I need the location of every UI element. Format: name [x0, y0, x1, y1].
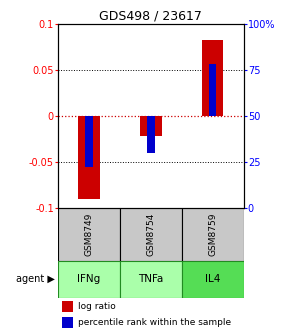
Text: GSM8749: GSM8749 — [84, 213, 93, 256]
Bar — [85, 116, 93, 167]
Bar — [62, 301, 73, 312]
Text: GSM8759: GSM8759 — [208, 213, 217, 256]
Bar — [182, 261, 244, 298]
Bar — [202, 40, 224, 116]
Bar — [120, 261, 182, 298]
Bar — [78, 116, 100, 199]
Bar — [62, 317, 73, 328]
Bar — [209, 64, 216, 116]
Bar — [182, 208, 244, 261]
Title: GDS498 / 23617: GDS498 / 23617 — [99, 9, 202, 23]
Text: log ratio: log ratio — [78, 302, 116, 311]
Bar — [147, 116, 155, 153]
Text: GSM8754: GSM8754 — [146, 213, 155, 256]
Text: agent ▶: agent ▶ — [16, 274, 55, 284]
Bar — [58, 208, 120, 261]
Bar — [58, 261, 120, 298]
Text: IFNg: IFNg — [77, 274, 101, 284]
Text: TNFa: TNFa — [138, 274, 164, 284]
Text: percentile rank within the sample: percentile rank within the sample — [78, 318, 231, 327]
Bar — [120, 208, 182, 261]
Bar — [140, 116, 162, 136]
Text: IL4: IL4 — [205, 274, 220, 284]
